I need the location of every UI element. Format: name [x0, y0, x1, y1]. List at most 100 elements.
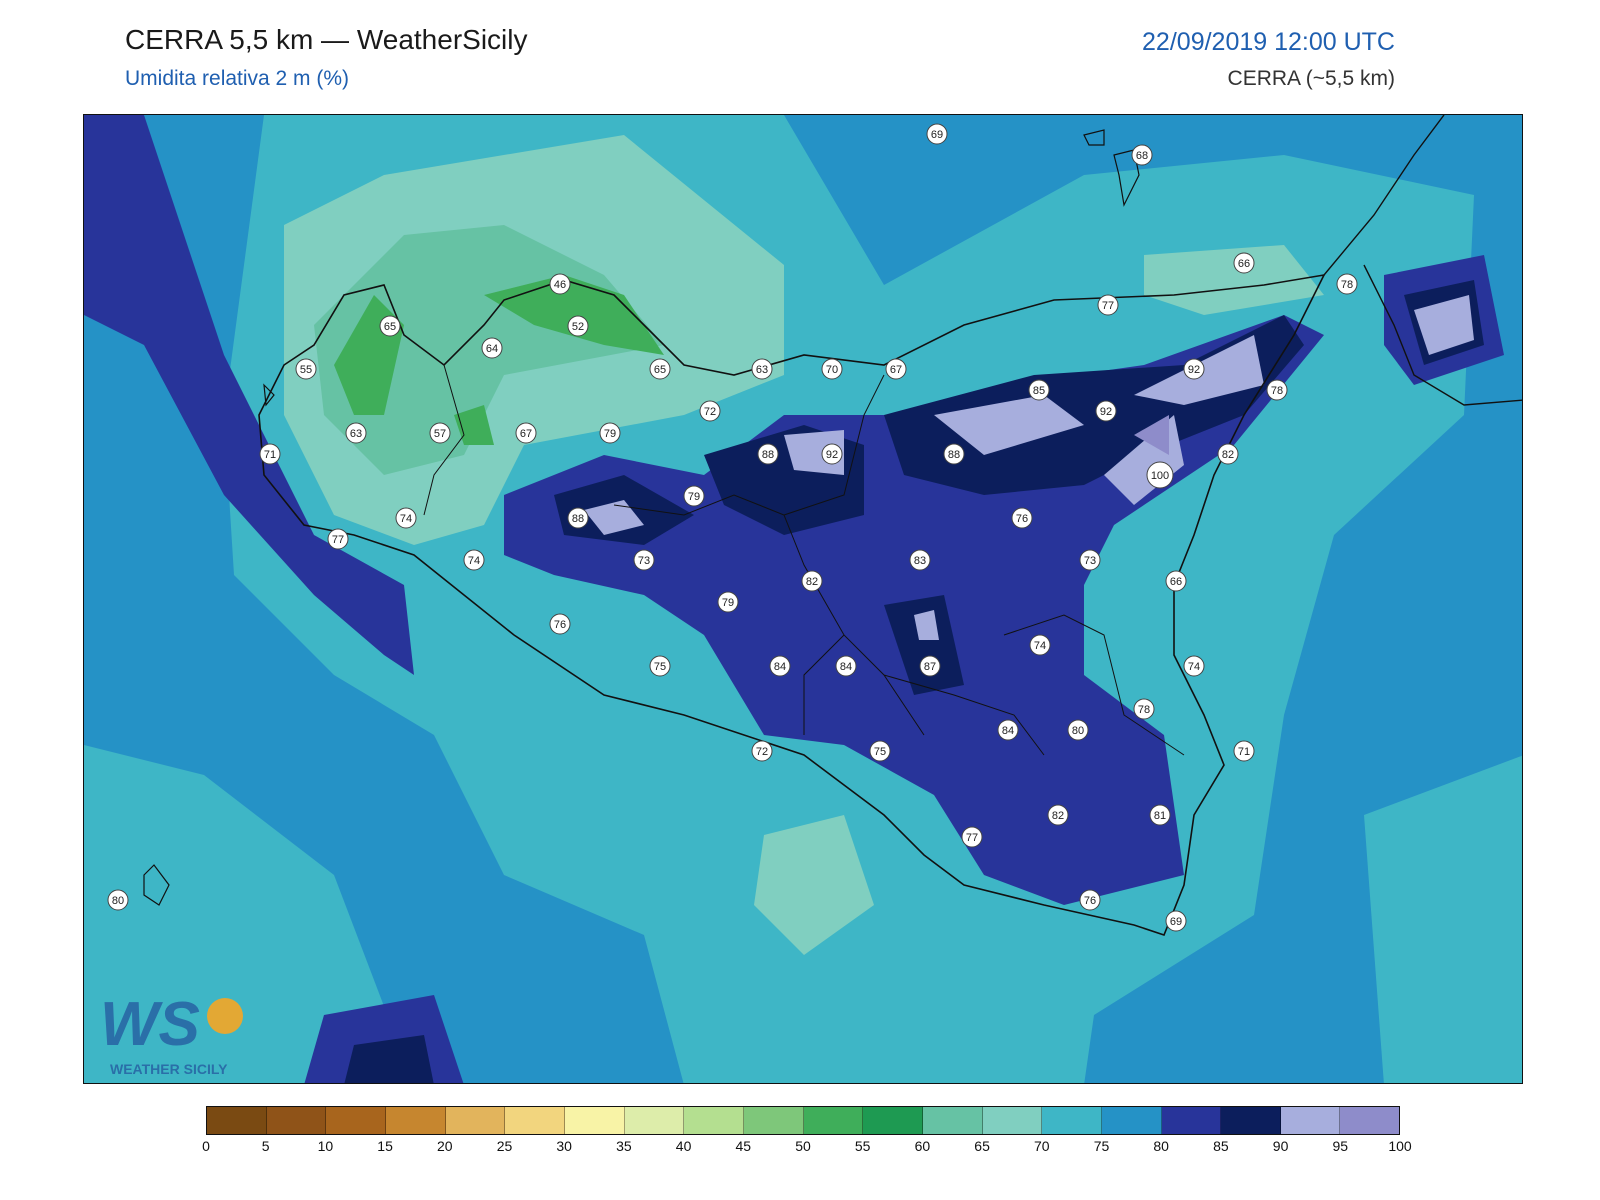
- colorbar-tick: 95: [1332, 1138, 1349, 1154]
- field-85-90-d: [884, 595, 964, 695]
- station-marker: 67: [885, 358, 907, 380]
- station-marker: 76: [1011, 507, 1033, 529]
- station-value: 55: [300, 364, 312, 376]
- station-value: 84: [774, 661, 786, 673]
- station-dot: [757, 443, 779, 465]
- station-dot: [943, 443, 965, 465]
- station-value: 77: [1102, 300, 1114, 312]
- station-dot: [1183, 358, 1205, 380]
- province-borders: [423, 364, 1185, 756]
- station-value: 74: [1188, 661, 1200, 673]
- station-value: 84: [1002, 725, 1014, 737]
- colorbar-segment: [1340, 1107, 1400, 1134]
- station-marker: 85: [1028, 379, 1050, 401]
- field-70-75-se: [1364, 755, 1522, 1083]
- station-dot: [395, 507, 417, 529]
- station-marker: 67: [515, 422, 537, 444]
- station-value: 92: [826, 449, 838, 461]
- station-value: 85: [1033, 385, 1045, 397]
- station-marker: 75: [649, 655, 671, 677]
- colorbar-tick: 0: [202, 1138, 210, 1154]
- map-canvas: 69 68 66 78 77 46 52 65 64 55 65 63 70 67 85 92 92 78 72 63…: [84, 115, 1522, 1083]
- station-marker: 84: [997, 719, 1019, 741]
- station-marker: 72: [751, 740, 773, 762]
- station-marker: 92: [1183, 358, 1205, 380]
- station-dot: [1336, 273, 1358, 295]
- colorbar-tick: 90: [1272, 1138, 1289, 1154]
- station-marker: 73: [633, 549, 655, 571]
- station-marker: 52: [567, 315, 589, 337]
- station-marker: 75: [869, 740, 891, 762]
- field-50-55-n: [484, 275, 664, 355]
- station-marker: 82: [1217, 443, 1239, 465]
- station-marker: 80: [107, 889, 129, 911]
- station-dot: [481, 337, 503, 359]
- station-marker: 55: [295, 358, 317, 380]
- station-marker: 87: [919, 655, 941, 677]
- humidity-map[interactable]: 69 68 66 78 77 46 52 65 64 55 65 63 70 67 85 92 92 78 72 63…: [83, 114, 1523, 1084]
- station-marker: 84: [769, 655, 791, 677]
- station-dot: [549, 273, 571, 295]
- station-value: 92: [1100, 406, 1112, 418]
- station-marker: 65: [649, 358, 671, 380]
- station-marker: 74: [463, 549, 485, 571]
- station-marker: 81: [1149, 804, 1171, 826]
- colorbar-segment: [1221, 1107, 1281, 1134]
- station-value: 74: [1034, 640, 1046, 652]
- station-value: 76: [554, 619, 566, 631]
- station-dot: [835, 655, 857, 677]
- station-marker: 82: [801, 570, 823, 592]
- station-value: 66: [1170, 576, 1182, 588]
- station-marker: 73: [1079, 549, 1101, 571]
- station-dot: [429, 422, 451, 444]
- station-dot: [997, 719, 1019, 741]
- station-marker: 100: [1146, 461, 1174, 489]
- station-marker: 68: [1131, 144, 1153, 166]
- colorbar-tick: 60: [914, 1138, 931, 1154]
- station-value: 52: [572, 321, 584, 333]
- station-value: 79: [604, 428, 616, 440]
- station-marker: 74: [395, 507, 417, 529]
- colorbar-segment: [684, 1107, 744, 1134]
- field-90-95-f: [914, 610, 939, 640]
- station-value: 67: [890, 364, 902, 376]
- station-value: 78: [1271, 385, 1283, 397]
- colorbar-segment: [863, 1107, 923, 1134]
- field-95-100: [1134, 415, 1169, 455]
- colorbar-tick: 75: [1093, 1138, 1110, 1154]
- station-dot: [549, 613, 571, 635]
- station-marker: 66: [1165, 570, 1187, 592]
- station-value: 69: [1170, 916, 1182, 928]
- colorbar-tick: 15: [377, 1138, 393, 1154]
- station-marker: 71: [1233, 740, 1255, 762]
- station-dot: [1097, 294, 1119, 316]
- station-dot: [1011, 507, 1033, 529]
- station-marker: 63: [751, 358, 773, 380]
- station-dot: [926, 123, 948, 145]
- station-dot: [379, 315, 401, 337]
- station-marker: 57: [429, 422, 451, 444]
- station-marker: 92: [821, 443, 843, 465]
- calabria-coastline: [1323, 115, 1522, 406]
- colorbar-tick: 45: [735, 1138, 752, 1154]
- station-value: 63: [350, 428, 362, 440]
- station-dot: [1079, 549, 1101, 571]
- colorbar-segment: [266, 1107, 327, 1134]
- colorbar-segment: [1042, 1107, 1102, 1134]
- station-value: 65: [384, 321, 396, 333]
- station-dot: [885, 358, 907, 380]
- station-value: 81: [1154, 810, 1166, 822]
- islands: [143, 129, 1140, 906]
- station-value: 71: [1238, 746, 1250, 758]
- station-markers: 69 68 66 78 77 46 52 65 64 55 65 63 70 67 85 92 92 78 72 63…: [107, 123, 1358, 932]
- field-80-85-west: [84, 115, 414, 675]
- station-marker: 78: [1266, 379, 1288, 401]
- station-dot: [1183, 655, 1205, 677]
- station-marker: 80: [1067, 719, 1089, 741]
- station-marker: 72: [699, 400, 721, 422]
- station-dot: [699, 400, 721, 422]
- station-value: 76: [1016, 513, 1028, 525]
- station-value: 100: [1151, 470, 1169, 482]
- station-value: 65: [654, 364, 666, 376]
- station-value: 88: [572, 513, 584, 525]
